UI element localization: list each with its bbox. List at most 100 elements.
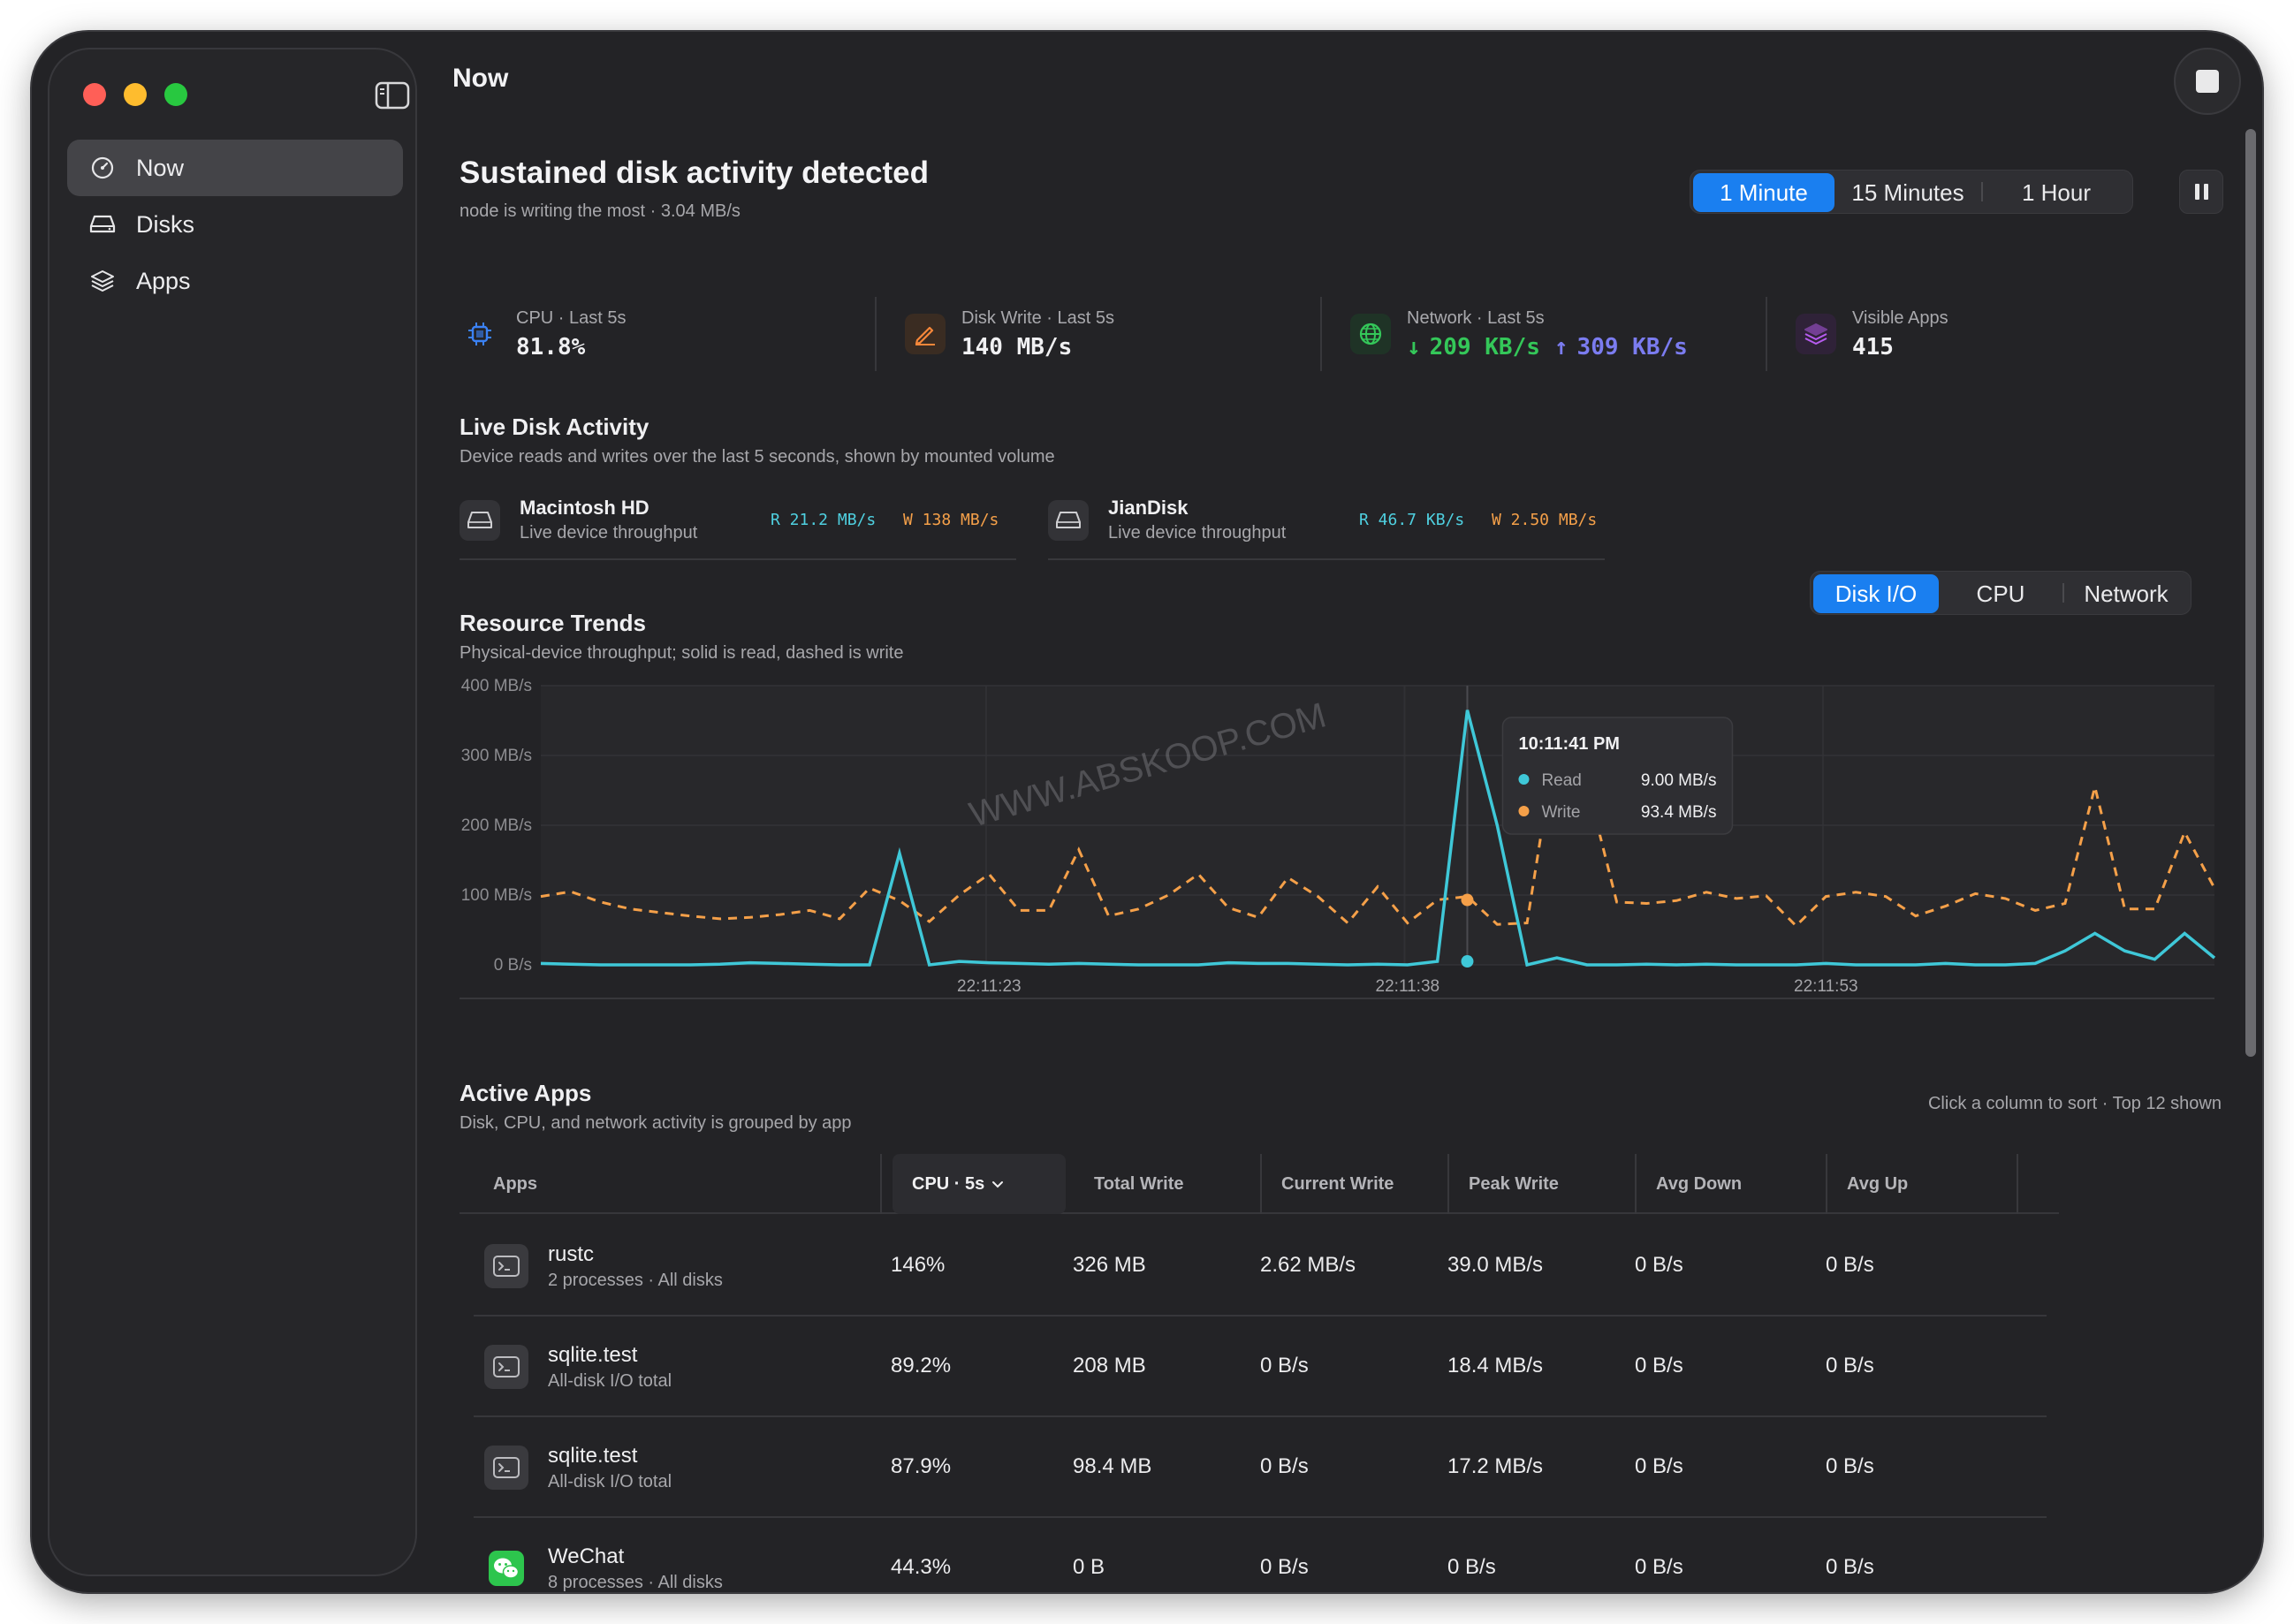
tooltip-read-label: Read	[1541, 771, 1581, 790]
sidebar-item-apps[interactable]: Apps	[67, 253, 403, 309]
cell-total-write: 326 MB	[1073, 1253, 1146, 1277]
cell-total-write: 0 B	[1073, 1555, 1105, 1579]
resource-trends-chart[interactable]: 0 B/s 100 MB/s 200 MB/s 300 MB/s 400 MB/s 22:…	[452, 668, 2220, 1004]
metric-value: ↓ 209 KB/s ↑ 309 KB/s	[1407, 334, 1688, 360]
cell-total-write: 208 MB	[1073, 1354, 1146, 1377]
tooltip-write-label: Write	[1541, 803, 1580, 822]
metric-visible-apps: Visible Apps 415	[1796, 297, 1948, 371]
write-legend-dot	[1518, 806, 1530, 816]
metric-cpu: CPU · Last 5s 81.8%	[460, 297, 626, 371]
scrollbar[interactable]	[2243, 129, 2259, 1578]
time-range-1-hour[interactable]: 1 Hour	[2021, 178, 2092, 206]
disk-name: JianDisk	[1108, 497, 1189, 519]
column-header-avg-down[interactable]: Avg Down	[1637, 1154, 1827, 1214]
tab-cpu[interactable]: CPU	[1976, 580, 2025, 607]
disk-card-jiandisk[interactable]: JianDisk Live device throughput R 46.7 K…	[1048, 489, 1605, 560]
app-name: sqlite.test	[548, 1343, 638, 1367]
pause-button[interactable]	[2179, 170, 2223, 214]
cell-avg-up: 0 B/s	[1826, 1555, 1874, 1579]
cpu-icon	[460, 314, 500, 354]
column-header-total-write[interactable]: Total Write	[1075, 1154, 1262, 1214]
time-range-1-minute[interactable]: 1 Minute	[1693, 173, 1834, 212]
alert-subline: node is writing the most · 3.04 MB/s	[460, 201, 741, 221]
disk-read-rate: R 46.7 KB/s	[1359, 511, 1465, 529]
terminal-icon	[484, 1244, 528, 1288]
wechat-icon	[484, 1546, 528, 1590]
metric-network: Network · Last 5s ↓ 209 KB/s ↑ 309 KB/s	[1350, 297, 1688, 371]
scroll-thumb[interactable]	[2245, 129, 2256, 1057]
minimize-window-button[interactable]	[124, 83, 147, 106]
read-legend-dot	[1518, 774, 1530, 785]
cell-total-write: 98.4 MB	[1073, 1454, 1152, 1478]
table-row[interactable]: sqlite.test All-disk I/O total 87.9% 98.4 M…	[474, 1417, 2047, 1518]
app-name: rustc	[548, 1242, 595, 1266]
metric-value: 415	[1852, 333, 1894, 360]
table-header: Apps CPU · 5s Total Write Current Write …	[460, 1154, 2059, 1214]
live-disk-title: Live Disk Activity	[460, 414, 649, 440]
trends-subtitle: Physical-device throughput; solid is rea…	[460, 643, 904, 663]
y-tick-label: 200 MB/s	[461, 816, 532, 835]
arrow-up-icon: ↑	[1553, 333, 1569, 360]
table-row[interactable]: sqlite.test All-disk I/O total 89.2% 208 MB…	[474, 1317, 2047, 1417]
trends-title: Resource Trends	[460, 610, 646, 636]
disk-name: Macintosh HD	[520, 497, 649, 519]
metric-label: Visible Apps	[1852, 307, 1948, 328]
cell-current-write: 0 B/s	[1260, 1555, 1309, 1579]
page-title: Now	[452, 64, 509, 93]
table-row[interactable]: WeChat 8 processes · All disks 44.3% 0 B 0 B…	[474, 1518, 2047, 1592]
cell-avg-down: 0 B/s	[1635, 1454, 1683, 1478]
sidebar-item-disks[interactable]: Disks	[67, 196, 403, 253]
stack-icon	[1796, 314, 1836, 354]
cell-peak-write: 39.0 MB/s	[1447, 1253, 1544, 1277]
tab-network[interactable]: Network	[2084, 580, 2169, 607]
cell-avg-up: 0 B/s	[1826, 1454, 1874, 1478]
cell-cpu: 89.2%	[891, 1354, 952, 1377]
stop-button[interactable]	[2174, 48, 2241, 115]
write-series-line	[540, 731, 2216, 928]
y-tick-label: 300 MB/s	[461, 747, 532, 765]
app-subtitle: 2 processes · All disks	[548, 1271, 723, 1290]
close-window-button[interactable]	[83, 83, 106, 106]
terminal-icon	[484, 1446, 528, 1490]
disk-card-macintosh-hd[interactable]: Macintosh HD Live device throughput R 21…	[460, 489, 1016, 560]
active-apps-subtitle: Disk, CPU, and network activity is group…	[460, 1113, 852, 1133]
table-row[interactable]: rustc 2 processes · All disks 146% 326 MB 2.…	[474, 1216, 2047, 1317]
app-name: sqlite.test	[548, 1444, 638, 1468]
cell-avg-up: 0 B/s	[1826, 1354, 1874, 1377]
column-header-peak-write[interactable]: Peak Write	[1449, 1154, 1637, 1214]
x-tick-label: 22:11:38	[1376, 977, 1440, 996]
cell-cpu: 87.9%	[891, 1454, 952, 1478]
tooltip	[1501, 717, 1734, 835]
zoom-window-button[interactable]	[164, 83, 187, 106]
app-subtitle: 8 processes · All disks	[548, 1573, 723, 1592]
column-header-avg-up[interactable]: Avg Up	[1827, 1154, 2018, 1214]
network-down-value: 209 KB/s	[1429, 333, 1540, 360]
column-header-apps[interactable]: Apps	[460, 1154, 882, 1214]
sidebar-item-label: Disks	[136, 210, 194, 238]
app-name: WeChat	[548, 1544, 625, 1568]
sidebar-nav: Now Disks Apps	[67, 140, 403, 309]
sidebar-item-now[interactable]: Now	[67, 140, 403, 196]
time-range-15-minutes[interactable]: 15 Minutes	[1851, 178, 1964, 206]
x-tick-label: 22:11:23	[957, 977, 1022, 996]
column-header-cpu[interactable]: CPU · 5s	[893, 1154, 1066, 1214]
metric-label: Disk Write · Last 5s	[961, 307, 1114, 328]
cell-avg-up: 0 B/s	[1826, 1253, 1874, 1277]
arrow-down-icon: ↓	[1407, 333, 1421, 360]
cell-avg-down: 0 B/s	[1635, 1555, 1683, 1579]
write-point	[1461, 893, 1474, 907]
tooltip-time: 10:11:41 PM	[1518, 734, 1620, 754]
x-tick-label: 22:11:53	[1794, 977, 1858, 996]
column-header-label: CPU · 5s	[912, 1173, 985, 1194]
read-series-line	[540, 710, 2216, 968]
stop-icon	[2196, 70, 2219, 93]
tab-disk-io[interactable]: Disk I/O	[1813, 574, 1939, 613]
disk-write-rate: W 2.50 MB/s	[1492, 511, 1598, 529]
sidebar-toggle-icon[interactable]	[375, 81, 410, 110]
column-header-current-write[interactable]: Current Write	[1262, 1154, 1449, 1214]
cell-peak-write: 0 B/s	[1447, 1555, 1496, 1579]
segment-divider	[1981, 182, 1983, 201]
metrics-row: CPU · Last 5s 81.8% Disk Write · Last 5s…	[460, 297, 2236, 371]
disk-subtitle: Live device throughput	[520, 523, 698, 543]
cell-peak-write: 17.2 MB/s	[1447, 1454, 1544, 1478]
